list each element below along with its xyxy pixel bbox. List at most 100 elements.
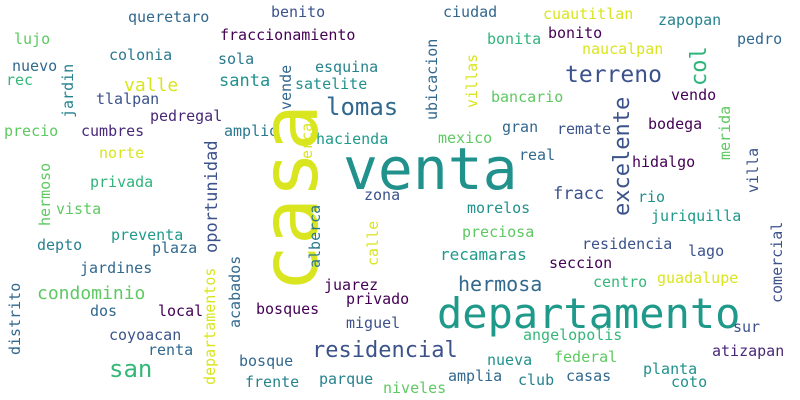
word-condominio: condominio — [37, 283, 146, 304]
word-cuautitlan: cuautitlan — [543, 5, 634, 23]
word-norte: norte — [99, 144, 145, 162]
word-venta: venta — [343, 135, 518, 203]
word-amplia: amplia — [448, 367, 503, 385]
word-terreno: terreno — [565, 62, 662, 88]
word-hidalgo: hidalgo — [632, 153, 696, 171]
word-remate: remate — [557, 120, 612, 138]
word-fracc: fracc — [553, 184, 605, 204]
word-gran: gran — [502, 118, 539, 136]
word-sola: sola — [218, 50, 255, 68]
word-san: san — [109, 355, 153, 383]
word-fraccionamiento: fraccionamiento — [220, 26, 356, 44]
word-bosque: bosque — [239, 352, 294, 370]
word-pedregal: pedregal — [150, 107, 223, 125]
word-villa: villa — [744, 147, 762, 193]
word-bonito: bonito — [548, 24, 603, 42]
word-frente: frente — [245, 373, 300, 391]
word-coyoacan: coyoacan — [109, 326, 182, 344]
word-pedro: pedro — [737, 30, 783, 48]
word-preventa: preventa — [111, 226, 184, 244]
word-morelos: morelos — [467, 199, 531, 217]
word-amplio: amplio — [224, 122, 279, 140]
word-merida: merida — [716, 105, 734, 160]
word-sur: sur — [733, 318, 761, 336]
word-jardines: jardines — [80, 259, 153, 277]
word-residencial: residencial — [312, 338, 458, 363]
word-santa: santa — [219, 71, 271, 91]
word-nueva: nueva — [487, 351, 533, 369]
word-club: club — [518, 371, 555, 389]
word-real: real — [519, 146, 556, 164]
word-mexico: mexico — [438, 129, 493, 147]
word-departamentos: departamentos — [201, 267, 219, 385]
word-satelite: satelite — [295, 75, 368, 93]
word-preciosa: preciosa — [462, 223, 535, 241]
word-rio: rio — [638, 188, 666, 206]
word-niveles: niveles — [383, 379, 447, 397]
word-cumbres: cumbres — [81, 122, 145, 140]
word-coto: coto — [671, 373, 708, 391]
word-naucalpan: naucalpan — [582, 40, 664, 58]
word-precio: precio — [4, 122, 59, 140]
word-recamaras: recamaras — [440, 245, 527, 264]
word-lujo: lujo — [14, 30, 51, 48]
word-planta: planta — [643, 360, 698, 378]
word-queretaro: queretaro — [128, 8, 210, 26]
word-valle: valle — [124, 75, 179, 96]
word-lomas: lomas — [326, 93, 399, 121]
word-nuevo: nuevo — [12, 57, 58, 75]
word-vista: vista — [56, 200, 102, 218]
word-residencia: residencia — [582, 235, 673, 253]
word-bodega: bodega — [648, 115, 703, 133]
word-col: col — [687, 46, 712, 86]
word-centro: centro — [593, 273, 648, 291]
word-guadalupe: guadalupe — [657, 269, 739, 287]
word-lago: lago — [688, 242, 725, 260]
word-villas: villas — [463, 53, 481, 108]
word-hermoso: hermoso — [36, 162, 54, 226]
word-bonita: bonita — [487, 30, 542, 48]
word-bancario: bancario — [491, 88, 564, 106]
word-privada: privada — [90, 173, 154, 191]
word-miguel: miguel — [346, 314, 401, 332]
word-vende: vende — [277, 64, 295, 110]
word-ciudad: ciudad — [443, 3, 498, 21]
word-vendo: vendo — [671, 86, 717, 104]
word-juarez: juarez — [324, 276, 379, 294]
word-cerca: cerca — [298, 122, 316, 168]
word-benito: benito — [271, 3, 326, 21]
word-rec: rec — [6, 71, 34, 89]
word-acabados: acabados — [226, 255, 244, 328]
word-parque: parque — [319, 370, 374, 388]
word-casas: casas — [566, 367, 612, 385]
word-bosques: bosques — [256, 300, 320, 318]
word-comercial: comercial — [768, 221, 786, 303]
word-distrito: distrito — [6, 282, 24, 355]
word-jardin: jardin — [59, 63, 77, 118]
word-departamento: departamento — [437, 289, 741, 338]
word-tlalpan: tlalpan — [96, 90, 160, 108]
word-zona: zona — [364, 186, 401, 204]
word-angelopolis: angelopolis — [523, 326, 623, 344]
word-atizapan: atizapan — [712, 342, 785, 360]
word-depto: depto — [37, 236, 83, 254]
word-plaza: plaza — [152, 239, 198, 257]
word-seccion: seccion — [549, 254, 613, 272]
word-colonia: colonia — [109, 46, 173, 64]
word-alberca: alberca — [306, 204, 324, 268]
word-excelente: excelente — [610, 96, 635, 216]
word-local: local — [158, 302, 204, 320]
word-calle: calle — [364, 220, 382, 266]
word-juriquilla: juriquilla — [651, 207, 742, 225]
word-ubicacion: ubicacion — [423, 38, 441, 120]
word-esquina: esquina — [315, 58, 379, 76]
word-renta: renta — [148, 341, 194, 359]
word-oportunidad: oportunidad — [202, 140, 222, 253]
word-zapopan: zapopan — [658, 11, 722, 29]
word-federal: federal — [554, 348, 618, 366]
word-hacienda: hacienda — [316, 130, 389, 148]
word-privado: privado — [346, 290, 410, 308]
word-dos: dos — [90, 302, 118, 320]
word-hermosa: hermosa — [458, 272, 543, 296]
